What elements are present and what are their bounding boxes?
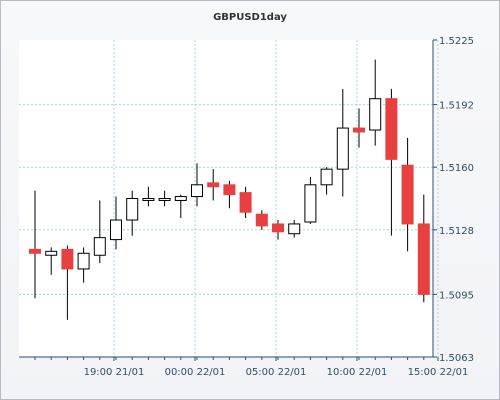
candle	[158, 190, 171, 207]
candle	[207, 169, 220, 201]
candle-body	[223, 184, 236, 196]
candle	[29, 190, 41, 299]
x-axis-ticks: 19:00 21/01 00:00 22/01 05:00 22/01 10:00 2…	[34, 357, 469, 378]
candle-body	[336, 127, 349, 170]
x-tick-label: 19:00 21/01	[84, 367, 145, 378]
candle	[77, 247, 90, 283]
candle	[369, 59, 382, 146]
candle	[174, 194, 187, 219]
candle-body	[93, 237, 106, 256]
y-tick-label: 1.5192	[439, 101, 474, 112]
y-tick-label: 1.5225	[439, 36, 474, 47]
candle-body	[110, 219, 122, 241]
y-tick-label: 1.5160	[439, 163, 474, 174]
candle-body	[353, 127, 365, 133]
candle-body	[207, 182, 220, 188]
candle	[417, 194, 430, 303]
x-tick-label: 00:00 22/01	[165, 367, 226, 378]
x-tick-label: 05:00 22/01	[246, 367, 307, 378]
candle-body	[417, 223, 430, 295]
y-tick-label: 1.5095	[439, 290, 474, 301]
candle	[401, 137, 414, 252]
candle	[304, 176, 317, 224]
candle	[353, 108, 365, 148]
candle-body	[29, 248, 41, 254]
candle	[385, 88, 398, 236]
x-tick-label: 10:00 22/01	[327, 367, 388, 378]
candle-body	[385, 98, 398, 160]
y-tick-label: 1.5063	[439, 353, 474, 364]
y-tick-label: 1.5128	[439, 226, 474, 237]
candle	[126, 190, 139, 236]
candle	[191, 163, 203, 207]
x-tick-label: 15:00 22/01	[408, 367, 469, 378]
candle	[142, 186, 155, 207]
candle	[272, 220, 284, 240]
candle-body	[191, 184, 203, 198]
candle-body	[255, 213, 268, 227]
candle-body	[272, 223, 284, 233]
candle-body	[369, 98, 382, 131]
candle	[45, 247, 58, 275]
candle	[320, 167, 333, 195]
candle-body	[45, 250, 58, 256]
plot-area	[19, 40, 433, 357]
candle-body	[158, 198, 171, 201]
candle-body	[320, 168, 333, 186]
candle	[336, 88, 349, 197]
candles	[29, 59, 430, 320]
candle	[288, 220, 301, 238]
candle-body	[77, 252, 90, 270]
candle	[239, 186, 252, 219]
candle	[110, 196, 122, 250]
candle	[93, 200, 106, 264]
candle	[223, 180, 236, 209]
grid-lines	[19, 40, 439, 357]
chart-title: GBPUSD1day	[213, 12, 287, 23]
candle-body	[239, 192, 252, 213]
y-axis-ticks: 1.5225 1.5192 1.5160 1.5128 1.5095 1.5063	[433, 36, 474, 364]
axes	[19, 40, 434, 358]
candle-body	[174, 196, 187, 201]
candle-body	[126, 198, 139, 221]
candle-body	[288, 223, 301, 235]
candle	[61, 245, 74, 320]
candle-body	[304, 184, 317, 223]
candle-body	[61, 248, 74, 270]
candle-body	[142, 198, 155, 201]
candle-body	[401, 164, 414, 225]
candle	[255, 210, 268, 230]
